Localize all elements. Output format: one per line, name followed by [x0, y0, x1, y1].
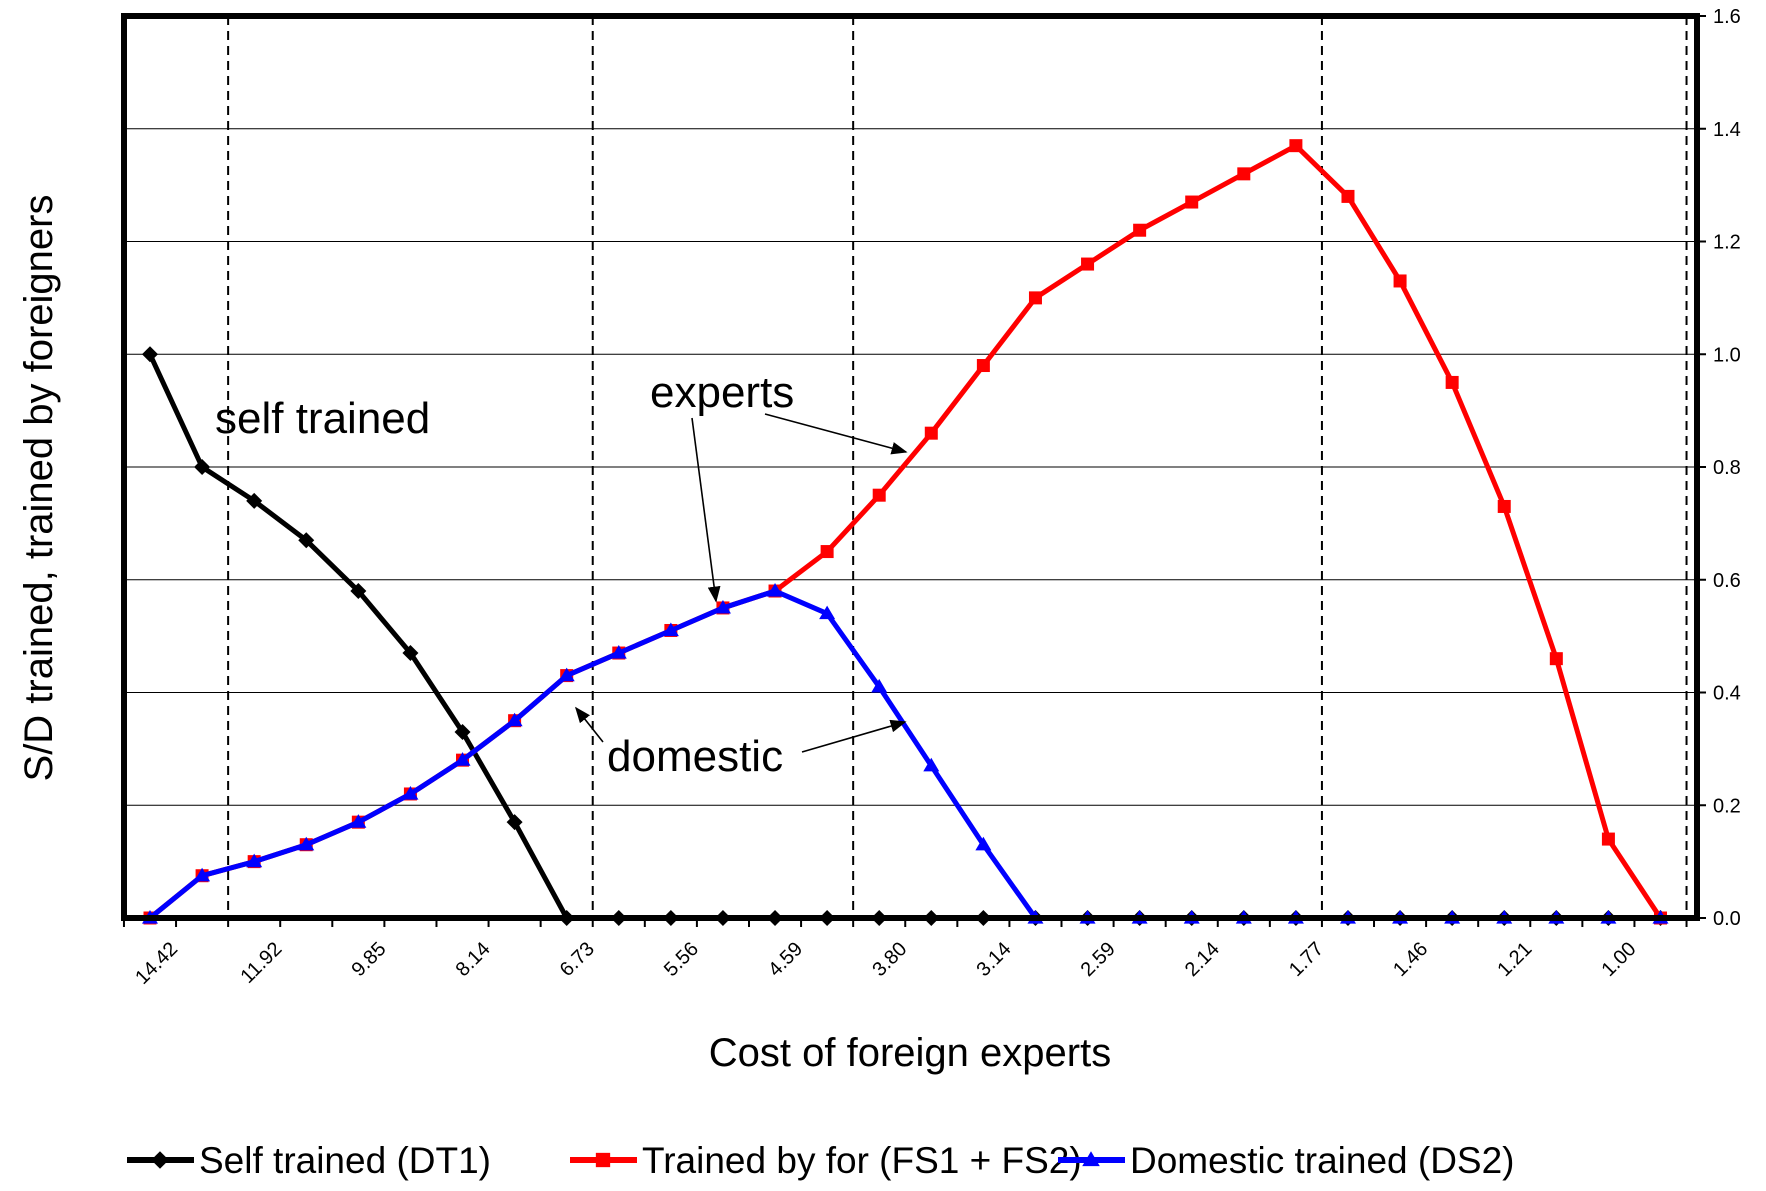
legend-swatch-marker — [1082, 1151, 1100, 1167]
y-tick-label: 1.4 — [1713, 119, 1741, 141]
x-tick-label: 1.00 — [1598, 938, 1641, 981]
y-tick-label: 1.2 — [1713, 232, 1741, 254]
data-point — [1081, 257, 1095, 271]
annotations: self trained experts domestic — [215, 368, 908, 781]
data-point — [714, 599, 731, 614]
x-tick-label: 1.77 — [1285, 938, 1328, 981]
data-point — [1185, 195, 1199, 209]
data-point — [923, 757, 940, 772]
series-line — [148, 588, 1661, 921]
data-point — [610, 645, 627, 659]
series-line — [148, 143, 1663, 920]
data-point — [976, 359, 990, 373]
data-point — [298, 532, 315, 549]
x-tick-label: 6.73 — [556, 938, 599, 981]
data-point — [1445, 375, 1459, 389]
data-point — [402, 645, 419, 662]
x-tick-label: 11.92 — [236, 938, 286, 988]
data-point — [454, 723, 471, 740]
data-point — [194, 459, 211, 475]
data-point — [975, 836, 992, 851]
data-point — [1601, 832, 1615, 846]
y-tick-label: 1.0 — [1713, 344, 1741, 366]
data-point — [350, 814, 367, 828]
legend-label: Self trained (DT1) — [199, 1140, 491, 1181]
data-point — [558, 667, 575, 682]
y-tick-label: 1.6 — [1713, 6, 1741, 28]
y-tick-label: 0.2 — [1713, 795, 1741, 817]
reference-lines — [227, 16, 1688, 918]
data-point — [819, 605, 836, 620]
annotation-self-trained: self trained — [215, 394, 430, 443]
data-point — [246, 492, 263, 509]
x-tick-label: 2.14 — [1181, 938, 1224, 981]
data-point — [350, 583, 367, 600]
series-2 — [143, 139, 1667, 925]
data-point — [662, 622, 679, 637]
arrow-domestic-to-left — [575, 706, 604, 743]
y-axis-ticks: 0.0 0.2 0.4 0.6 0.8 1.0 1.2 1.4 1.6 — [1697, 6, 1741, 930]
arrow-experts-to-blue — [691, 417, 721, 603]
data-point — [1289, 139, 1303, 153]
data-point — [506, 814, 523, 831]
x-tick-label: 3.80 — [868, 938, 911, 981]
x-tick-label: 4.59 — [764, 938, 807, 981]
data-point — [454, 752, 471, 766]
data-point — [1341, 189, 1355, 203]
y-tick-label: 0.0 — [1713, 908, 1741, 930]
annotation-domestic: domestic — [607, 732, 783, 781]
data-point — [924, 426, 938, 440]
y-tick-label: 0.4 — [1713, 683, 1741, 705]
series-layer — [142, 139, 1669, 926]
gridlines — [124, 15, 1697, 919]
data-point — [402, 785, 419, 800]
data-point — [298, 836, 315, 851]
legend-item-1: Self trained (DT1) — [127, 1140, 491, 1181]
x-tick-label: 14.42 — [131, 938, 182, 989]
y-axis-title: S/D trained, trained by foreigners — [17, 195, 61, 782]
data-point — [820, 545, 834, 559]
x-tick-label: 1.46 — [1389, 938, 1432, 981]
annotation-experts: experts — [650, 368, 794, 417]
y-tick-label: 0.8 — [1713, 457, 1741, 479]
data-point — [1393, 274, 1407, 288]
arrow-experts-to-red — [764, 413, 908, 455]
data-point — [246, 853, 263, 868]
data-point — [1237, 167, 1251, 181]
data-point — [871, 678, 888, 693]
data-point — [1028, 291, 1042, 305]
legend-label: Trained by for (FS1 + FS2) — [642, 1140, 1082, 1181]
x-tick-label: 3.14 — [972, 938, 1015, 981]
arrow-domestic-to-right — [801, 719, 907, 753]
x-axis-ticks: 14.42 11.92 9.85 8.14 6.73 5.56 4.59 3.80 3.14 2.… — [122, 918, 1688, 989]
data-point — [142, 346, 158, 363]
series-3 — [142, 583, 1669, 924]
legend-label: Domestic trained (DS2) — [1130, 1140, 1515, 1181]
data-point — [872, 488, 886, 502]
x-tick-label: 2.59 — [1077, 938, 1120, 981]
data-point — [194, 867, 211, 882]
x-tick-label: 8.14 — [452, 938, 495, 981]
data-point — [1133, 223, 1147, 237]
legend-swatch-marker — [151, 1151, 169, 1169]
x-tick-label: 9.85 — [347, 938, 390, 981]
legend-item-3: Domestic trained (DS2) — [1058, 1140, 1515, 1181]
data-point — [506, 712, 523, 727]
x-axis-title: Cost of foreign experts — [709, 1031, 1111, 1075]
y-tick-label: 0.6 — [1713, 570, 1741, 592]
legend: Self trained (DT1) Trained by for (FS1 + … — [127, 1140, 1515, 1181]
data-point — [1497, 499, 1511, 513]
data-point — [1549, 652, 1563, 666]
x-tick-label: 1.21 — [1493, 938, 1536, 981]
data-point — [767, 583, 784, 597]
legend-swatch-marker — [595, 1152, 611, 1168]
legend-item-2: Trained by for (FS1 + FS2) — [570, 1140, 1082, 1181]
x-tick-label: 5.56 — [660, 938, 703, 981]
